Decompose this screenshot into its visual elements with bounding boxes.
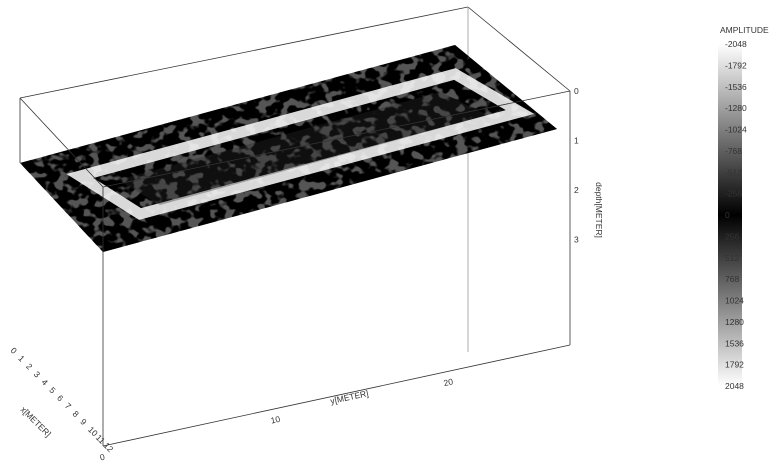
legend-tick-label: 256 [725, 231, 739, 241]
x-tick-label: 8 [71, 409, 82, 420]
depth-axis-label: depth[METER] [594, 182, 604, 238]
anomaly-outline [66, 68, 535, 220]
legend-tick-label: 0 [725, 210, 730, 220]
legend-tick-label: 2048 [725, 381, 744, 391]
x-tick-label: 2 [24, 361, 35, 372]
legend-tick-label: -1792 [725, 60, 747, 70]
legend-tick-label: 1280 [725, 317, 744, 327]
amplitude-legend: AMPLITUDE -2048-1792-1536-1280-1024-768-… [718, 25, 769, 391]
depth-tick-label: 1 [574, 136, 579, 146]
y-tick-label: 0 [99, 452, 106, 463]
legend-tick-label: -2048 [725, 39, 747, 49]
x-tick-label: 3 [32, 369, 43, 380]
depth-slice [20, 45, 557, 252]
legend-tick-label: 768 [725, 274, 739, 284]
x-tick-label: 0 [9, 345, 20, 356]
x-tick-label: 5 [47, 385, 58, 396]
y-tick-label: 20 [443, 376, 455, 388]
depth-tick-label: 2 [574, 185, 579, 195]
x-axis-label: x[METER] [19, 404, 53, 438]
legend-tick-label: 1536 [725, 338, 744, 348]
legend-tick-label: -256 [725, 189, 742, 199]
depth-tick-label: 3 [574, 235, 579, 245]
legend-tick-label: -768 [725, 146, 742, 156]
legend-tick-label: -1024 [725, 125, 747, 135]
y-axis-label: y[METER] [329, 388, 369, 406]
legend-tick-label: 1024 [725, 296, 744, 306]
3d-volume-plot: 0123depth[METER]01020y[METER]01234567891… [9, 6, 604, 463]
legend-tick-label: -512 [725, 167, 742, 177]
legend-ticks: -2048 -1792 -1536 -1280 -1024 -768 -512 -256 0 25… [725, 39, 747, 391]
legend-tick-label: 512 [725, 253, 739, 263]
x-tick-label: 9 [78, 417, 89, 428]
legend-tick-label: -1536 [725, 82, 747, 92]
x-tick-label: 1 [16, 353, 27, 364]
volume-frame [19, 90, 571, 447]
legend-title: AMPLITUDE [720, 25, 769, 35]
x-tick-label: 4 [40, 377, 51, 388]
legend-tick-label: 1792 [725, 360, 744, 370]
x-tick-label: 6 [55, 393, 66, 404]
depth-tick-label: 0 [574, 86, 579, 96]
legend-colorbar [718, 44, 742, 386]
legend-tick-label: -1280 [725, 103, 747, 113]
x-tick-label: 7 [63, 401, 74, 412]
y-tick-label: 10 [270, 414, 282, 426]
